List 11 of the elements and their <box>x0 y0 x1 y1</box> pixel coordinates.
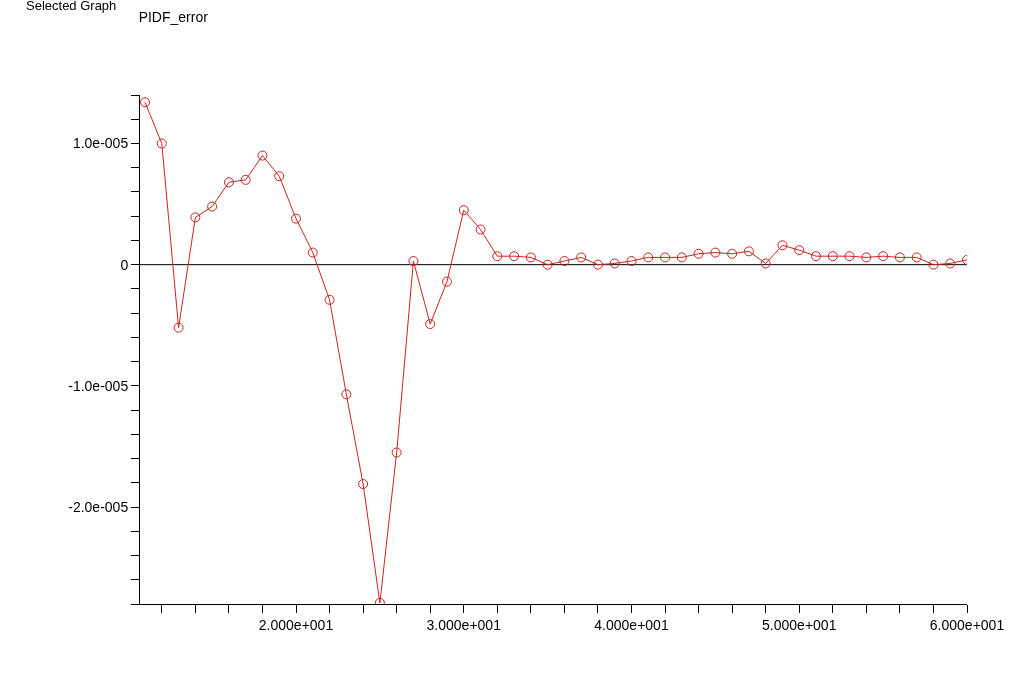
x-tick-label: 4.000e+001 <box>594 616 669 633</box>
x-tick-label: 5.000e+001 <box>762 616 837 633</box>
chart-title: PIDF_error <box>138 8 209 25</box>
text: Selected Graph <box>26 0 117 13</box>
y-tick-label: -2.0e-005 <box>68 498 129 515</box>
x-tick-label: 6.000e+001 <box>929 616 1005 633</box>
x-tick-label: 3.000e+001 <box>426 616 502 633</box>
y-tick-label: -1.0e-005 <box>68 377 129 394</box>
y-tick-label: 0 <box>120 256 129 273</box>
y-tick-label: 1.0e-005 <box>72 135 129 152</box>
x-tick-label: 2.000e+001 <box>258 616 334 633</box>
